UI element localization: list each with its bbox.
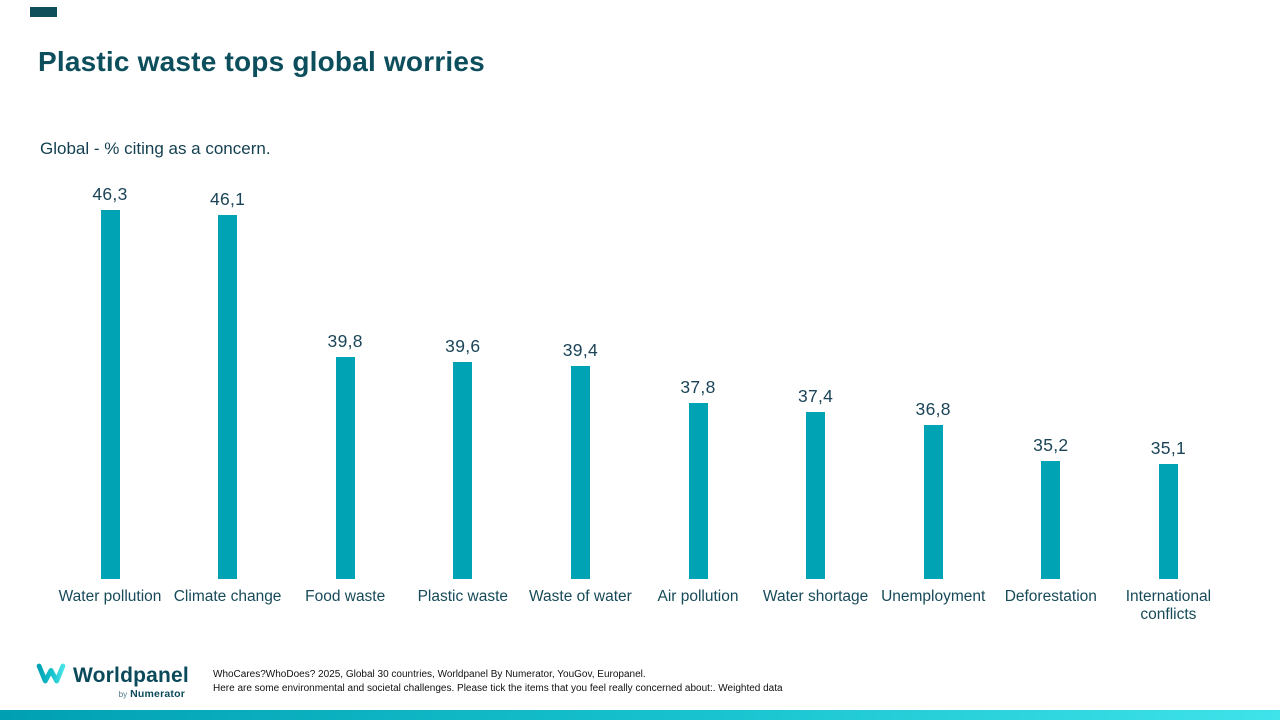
page-title: Plastic waste tops global worries	[38, 46, 485, 77]
x-axis-label: Unemployment	[881, 588, 986, 605]
x-axis-label: International conflicts	[1125, 588, 1212, 624]
bar-value-label: 39,4	[562, 340, 599, 360]
bar-value-label: 37,8	[680, 377, 716, 397]
bar	[100, 210, 120, 579]
bar-value-label: 37,4	[797, 386, 834, 406]
bar-value-label: 46,1	[209, 189, 246, 209]
bar	[1041, 461, 1061, 579]
x-axis-label: Climate change	[173, 588, 282, 605]
source-note: WhoCares?WhoDoes? 2025, Global 30 countr…	[213, 668, 783, 696]
bar-value-label: 39,6	[445, 336, 481, 356]
bar	[570, 366, 590, 579]
source-line-2: Here are some environmental and societal…	[213, 683, 783, 694]
x-axis-label: Plastic waste	[417, 588, 509, 605]
bar-value-label: 36,8	[915, 399, 951, 419]
bar	[806, 412, 826, 579]
bar-chart: 46,3 Water pollution 46,1 Climate change 39,…	[58, 184, 1212, 624]
worldpanel-brand-text: Worldpanel	[73, 664, 189, 687]
bar	[688, 403, 708, 579]
bar	[1158, 464, 1178, 579]
worldpanel-logo: Worldpanel by Numerator	[36, 662, 189, 700]
chart-subtitle: Global - % citing as a concern.	[40, 139, 271, 158]
bar-value-label: 46,3	[92, 184, 128, 204]
bar	[923, 425, 943, 579]
bottom-gradient-strip	[0, 710, 1280, 720]
bar	[453, 362, 473, 579]
numerator-brand-text: by Numerator	[118, 688, 185, 700]
bar-value-label: 39,8	[327, 331, 363, 351]
x-axis-label: Water pollution	[58, 588, 162, 605]
bar-value-label: 35,1	[1150, 438, 1187, 458]
x-axis-label: Waste of water	[528, 588, 632, 605]
x-axis-label: Water shortage	[762, 588, 869, 605]
corner-accent-square	[30, 7, 57, 17]
bar	[218, 215, 238, 579]
x-axis-label: Food waste	[305, 588, 386, 605]
bar-value-label: 35,2	[1033, 435, 1069, 455]
x-axis-label: Deforestation	[1004, 588, 1097, 605]
source-line-1: WhoCares?WhoDoes? 2025, Global 30 countr…	[213, 669, 646, 680]
bar	[335, 357, 355, 579]
worldpanel-w-icon	[36, 662, 66, 690]
x-axis-label: Air pollution	[657, 588, 739, 605]
